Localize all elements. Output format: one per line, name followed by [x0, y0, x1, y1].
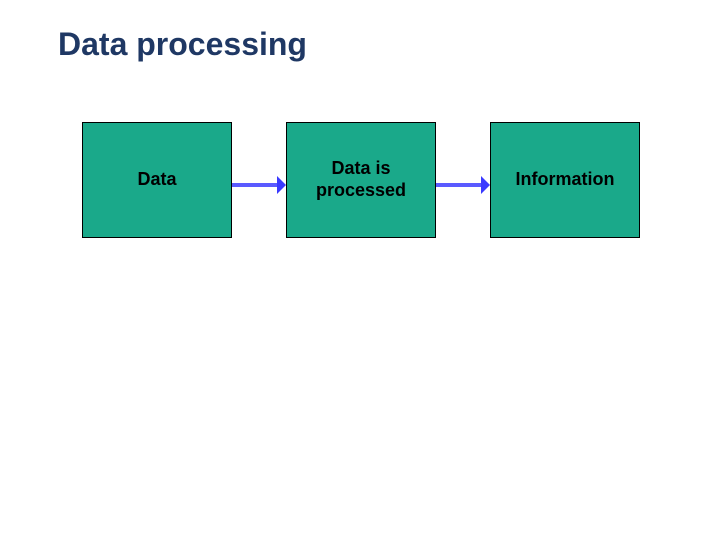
page-title: Data processing — [58, 26, 307, 63]
arrow-head — [277, 176, 286, 194]
arrow-head — [481, 176, 490, 194]
arrow-right-icon — [232, 176, 286, 194]
flow-node-label: Data is processed — [316, 158, 406, 201]
arrow-right-icon — [436, 176, 490, 194]
flow-node-processed: Data is processed — [286, 122, 436, 238]
flow-node-information: Information — [490, 122, 640, 238]
arrow-shaft — [232, 183, 277, 187]
flow-node-data: Data — [82, 122, 232, 238]
flow-node-label: Information — [516, 169, 615, 191]
arrow-shaft — [436, 183, 481, 187]
diagram-canvas: Data processing Data Data is processed I… — [0, 0, 720, 540]
flow-node-label: Data — [137, 169, 176, 191]
